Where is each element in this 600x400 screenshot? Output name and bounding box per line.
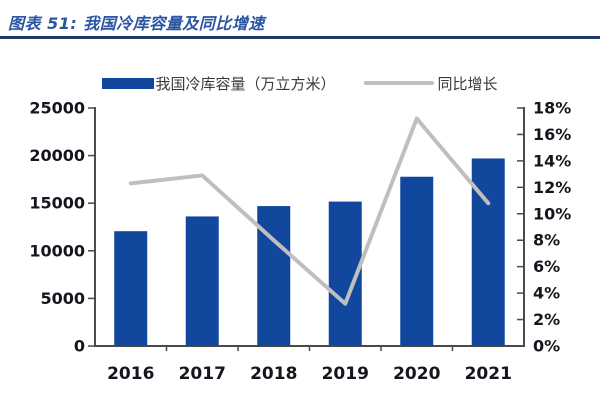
right-axis-tick-label: 18% — [533, 99, 571, 118]
right-axis-tick-label: 2% — [533, 310, 560, 329]
capacity-bar-2018 — [257, 206, 291, 346]
x-axis-year-label: 2019 — [322, 364, 369, 384]
right-axis-tick-label: 6% — [533, 257, 560, 276]
legend-item-growth: 同比增长 — [363, 73, 498, 94]
x-axis-year-label: 2016 — [107, 364, 154, 384]
right-axis-tick-label: 8% — [533, 231, 560, 250]
right-axis-tick-label: 12% — [533, 178, 571, 197]
right-axis-tick-label: 16% — [533, 125, 571, 144]
left-axis-tick-label: 20000 — [29, 146, 85, 165]
growth-line — [128, 116, 491, 306]
title-divider — [0, 36, 600, 39]
left-axis-tick-label: 0 — [74, 337, 85, 356]
right-axis-tick-label: 10% — [533, 204, 571, 223]
x-axis-year-label: 2018 — [250, 364, 297, 384]
x-axis-year-label: 2020 — [393, 364, 440, 384]
figure-title: 图表 51: 我国冷库容量及同比增速 — [8, 14, 265, 33]
x-axis-year-label: 2021 — [465, 364, 512, 384]
chart-legend: 我国冷库容量（万立方米） 同比增长 — [0, 72, 600, 94]
legend-item-capacity: 我国冷库容量（万立方米） — [102, 73, 336, 94]
left-axis-tick-label: 5000 — [40, 289, 85, 308]
left-axis-tick-label: 10000 — [29, 241, 85, 260]
legend-label-capacity: 我国冷库容量（万立方米） — [155, 74, 336, 93]
bar-swatch-icon — [102, 77, 155, 89]
right-axis-tick-label: 0% — [533, 337, 560, 356]
capacity-bar-2017 — [185, 216, 219, 346]
capacity-bar-2016 — [114, 231, 148, 346]
left-axis-tick-label: 15000 — [29, 194, 85, 213]
capacity-bar-2020 — [400, 176, 434, 346]
left-axis-tick-label: 25000 — [29, 99, 85, 118]
right-axis-tick-label: 14% — [533, 151, 571, 170]
x-axis-year-label: 2017 — [179, 364, 226, 384]
line-swatch-icon — [363, 81, 434, 85]
right-axis-tick-label: 4% — [533, 284, 560, 303]
legend-label-growth: 同比增长 — [437, 74, 498, 93]
